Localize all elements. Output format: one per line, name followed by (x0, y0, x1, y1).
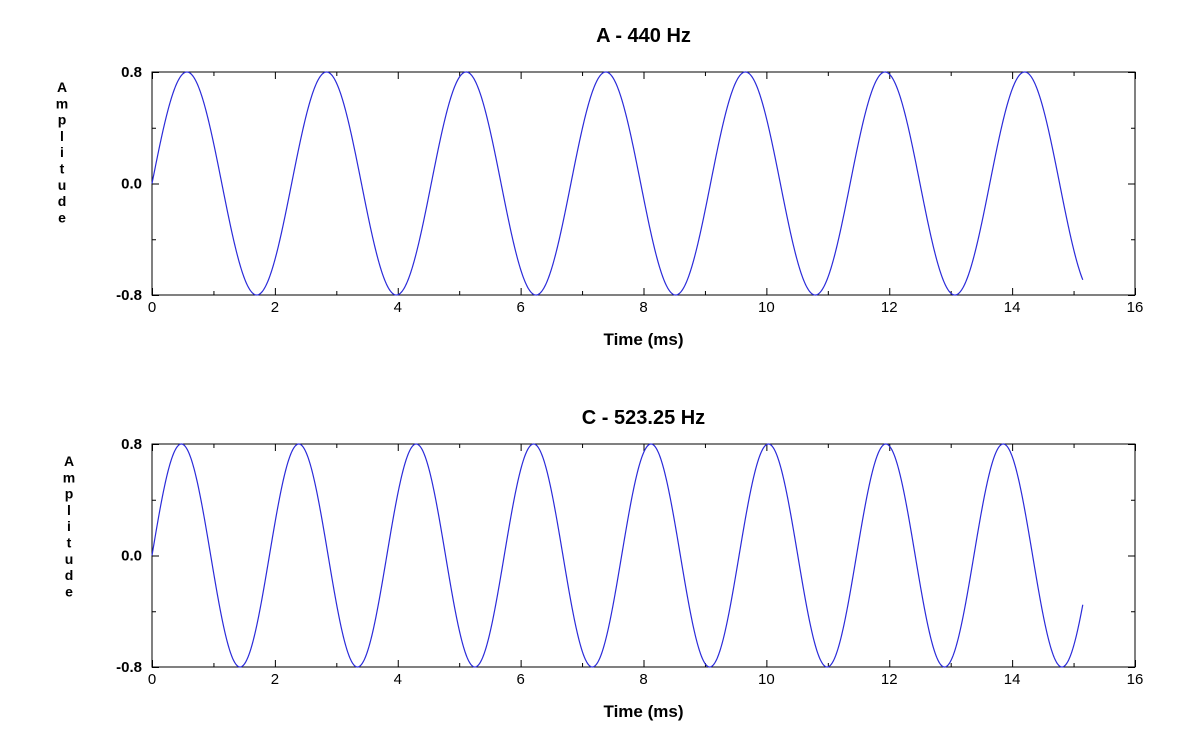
x-tick-label: 8 (639, 671, 647, 688)
plot-frame (151, 443, 1136, 668)
x-tick-label: 0 (148, 671, 156, 688)
x-tick-label: 6 (516, 299, 524, 316)
y-tick-label: -0.8 (116, 659, 142, 676)
x-tick-label: 2 (271, 299, 279, 316)
chart-title: C - 523.25 Hz (582, 407, 705, 429)
x-axis-label: Time (ms) (604, 330, 684, 349)
x-tick-label: 12 (881, 299, 898, 316)
x-axis-label: Time (ms) (604, 702, 684, 721)
sine-wave-line (151, 443, 1084, 668)
x-tick-label: 4 (394, 671, 402, 688)
x-tick-label: 10 (758, 671, 775, 688)
y-tick-label: 0.0 (121, 176, 142, 193)
x-tick-label: 14 (1004, 671, 1021, 688)
x-tick-label: 16 (1127, 671, 1144, 688)
x-tick-label: 6 (516, 671, 524, 688)
y-tick-label: 0.0 (121, 548, 142, 565)
y-tick-label: 0.8 (121, 64, 142, 81)
x-tick-label: 10 (758, 299, 775, 316)
y-tick-label: -0.8 (116, 287, 142, 304)
plot-frame (151, 71, 1136, 296)
x-tick-label: 2 (271, 671, 279, 688)
x-tick-label: 16 (1127, 299, 1144, 316)
x-tick-label: 8 (639, 299, 647, 316)
x-tick-label: 4 (394, 299, 402, 316)
x-tick-label: 0 (148, 299, 156, 316)
y-tick-label: 0.8 (121, 436, 142, 453)
chart-title: A - 440 Hz (596, 25, 691, 47)
sine-wave-line (151, 71, 1084, 296)
x-tick-label: 12 (881, 671, 898, 688)
x-tick-label: 14 (1004, 299, 1021, 316)
